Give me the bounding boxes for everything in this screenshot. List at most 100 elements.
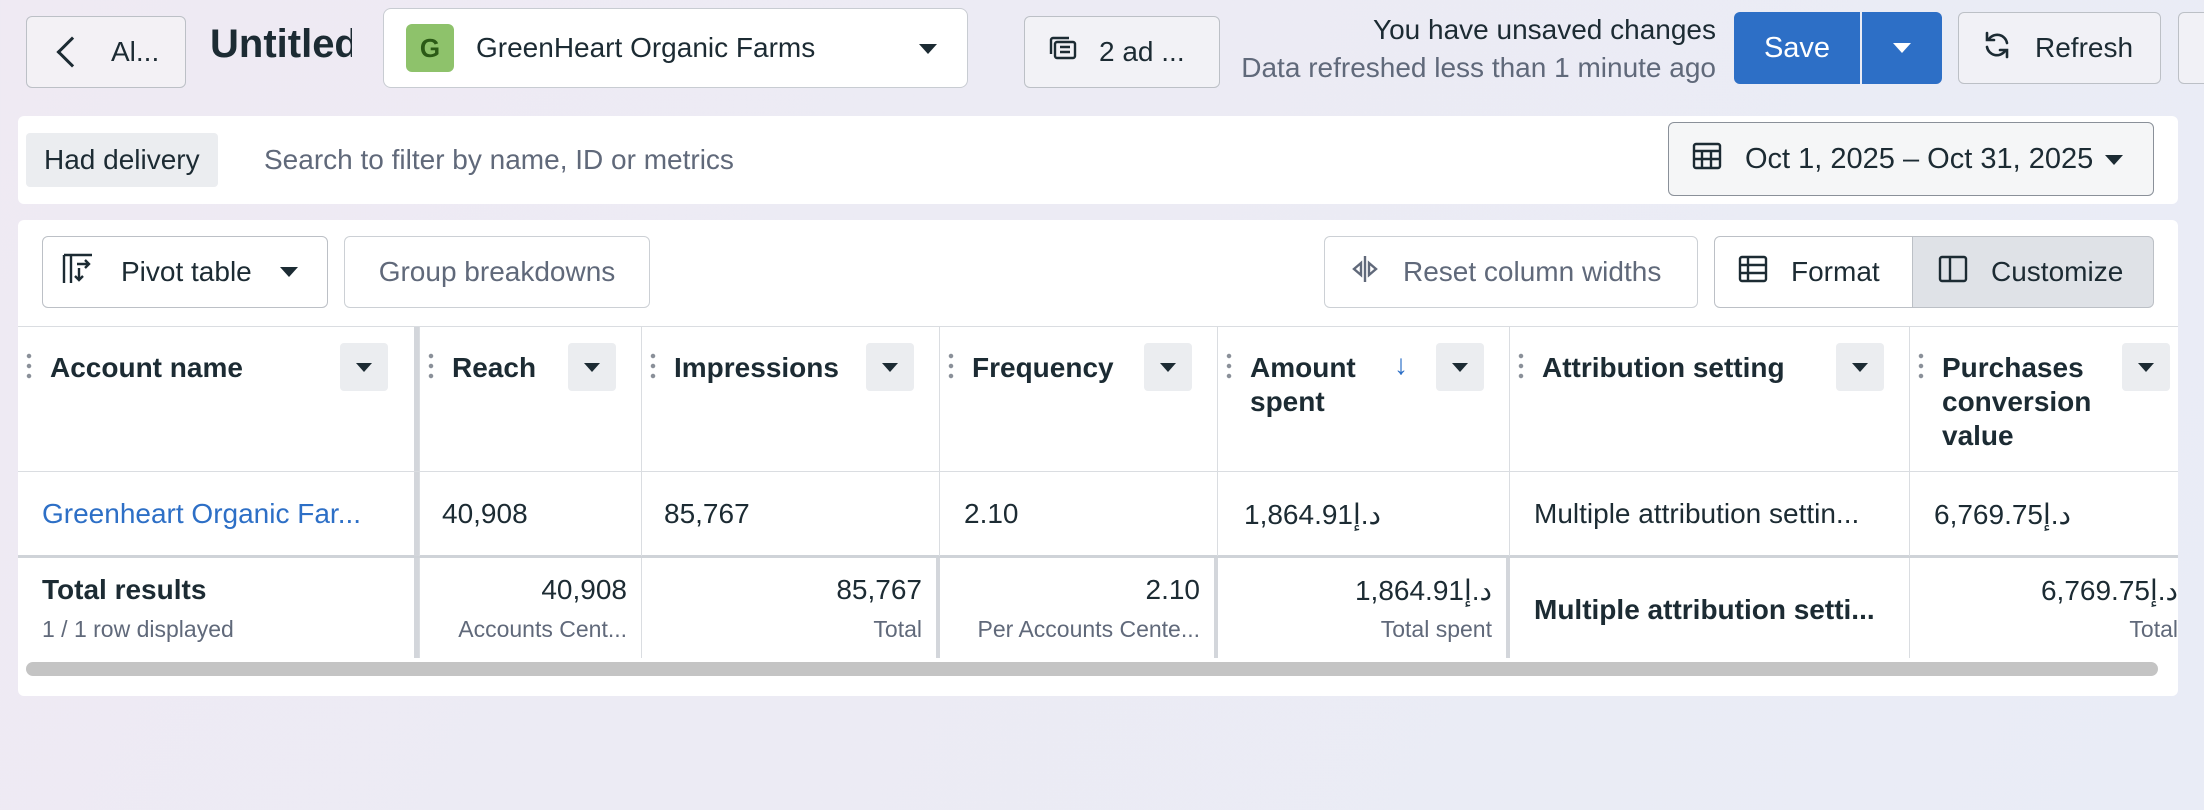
column-drag-handle[interactable]: [26, 351, 32, 381]
pivot-table-label: Pivot table: [121, 256, 252, 287]
column-header-label: Reach: [452, 352, 537, 383]
caret-down-icon: [919, 44, 937, 54]
table-header-row: Account name Reach Impressions Frequency: [18, 326, 2178, 472]
caret-down-icon: [2138, 362, 2154, 372]
reach-cell: 40,908: [420, 472, 642, 556]
date-range-label: Oct 1, 2025 – Oct 31, 2025: [1745, 142, 2094, 175]
column-header-label: Purchases conversion value: [1942, 352, 2092, 451]
caret-down-icon: [356, 362, 372, 372]
total-purchases-description: Total: [2129, 616, 2178, 642]
customize-button[interactable]: Customize: [1912, 236, 2154, 308]
column-menu-button[interactable]: [1436, 343, 1484, 391]
column-header-reach[interactable]: Reach: [420, 327, 642, 471]
column-header-purchases-conversion-value[interactable]: Purchases conversion value: [1910, 327, 2178, 471]
account-name-link[interactable]: Greenheart Organic Far...: [18, 472, 420, 556]
total-amount-spent-description: Total spent: [1380, 616, 1492, 642]
column-header-impressions[interactable]: Impressions: [642, 327, 940, 471]
save-status: You have unsaved changes Data refreshed …: [1241, 12, 1716, 86]
reset-column-widths-button[interactable]: Reset column widths: [1324, 236, 1698, 308]
caret-down-icon: [279, 267, 298, 277]
column-drag-handle[interactable]: [428, 351, 434, 381]
frequency-cell: 2.10: [940, 472, 1218, 556]
caret-down-icon: [2105, 155, 2123, 165]
column-menu-button[interactable]: [866, 343, 914, 391]
total-impressions-cell: 85,767 Total: [642, 558, 940, 658]
total-amount-spent-value: 1,864.91د.إ: [1354, 575, 1492, 606]
total-amount-spent-cell: 1,864.91د.إ Total spent: [1218, 558, 1510, 658]
frozen-column-divider[interactable]: [414, 472, 419, 556]
total-reach-cell: 40,908 Accounts Cent...: [420, 558, 642, 658]
amount-spent-cell: 1,864.91د.إ: [1218, 472, 1510, 556]
total-attribution-setting-cell: Multiple attribution setti...: [1510, 558, 1910, 658]
back-button-label: Al...: [111, 36, 160, 67]
sort-descending-icon[interactable]: ↓: [1394, 349, 1408, 380]
column-menu-button[interactable]: [2122, 343, 2170, 391]
total-impressions-description: Total: [873, 616, 922, 642]
total-purchases-conversion-value-cell: 6,769.75د.إ Total: [1910, 558, 2178, 658]
column-drag-handle[interactable]: [948, 351, 954, 381]
column-drag-handle[interactable]: [1918, 351, 1924, 381]
date-range-picker[interactable]: Oct 1, 2025 – Oct 31, 2025: [1668, 122, 2154, 196]
ads-selector-button[interactable]: 2 ad ...: [1024, 16, 1220, 88]
frozen-column-divider[interactable]: [414, 327, 419, 471]
total-attribution-setting-value: Multiple attribution setti...: [1534, 594, 1875, 625]
caret-down-icon: [584, 362, 600, 372]
save-options-dropdown[interactable]: [1862, 12, 1942, 84]
attribution-setting-cell[interactable]: Multiple attribution settin...: [1510, 472, 1910, 556]
column-resize-icon: [1349, 253, 1381, 292]
column-header-label: Frequency: [972, 352, 1114, 383]
column-header-attribution-setting[interactable]: Attribution setting: [1510, 327, 1910, 471]
frozen-column-divider[interactable]: [414, 558, 419, 658]
horizontal-scrollbar[interactable]: [26, 662, 2158, 676]
format-label: Format: [1791, 256, 1880, 287]
totals-label-cell: Total results 1 / 1 row displayed: [18, 558, 420, 658]
report-title[interactable]: Untitled: [210, 22, 352, 66]
totals-row: Total results 1 / 1 row displayed 40,908…: [18, 558, 2178, 658]
column-menu-button[interactable]: [1836, 343, 1884, 391]
column-header-account-name[interactable]: Account name: [18, 327, 420, 471]
caret-down-icon: [1893, 43, 1911, 53]
rows-displayed-text: 1 / 1 row displayed: [42, 616, 234, 642]
ads-stack-icon: [1047, 34, 1079, 71]
save-button[interactable]: Save: [1734, 12, 1860, 84]
column-menu-button[interactable]: [340, 343, 388, 391]
total-results-label: Total results: [42, 574, 207, 605]
total-purchases-conversion-value: 6,769.75د.إ: [2040, 575, 2178, 606]
format-icon: [1737, 253, 1769, 292]
unsaved-changes-text: You have unsaved changes: [1372, 14, 1716, 45]
refresh-icon: [1981, 29, 2013, 68]
group-breakdowns-button[interactable]: Group breakdowns: [344, 236, 650, 308]
column-drag-handle[interactable]: [1518, 351, 1524, 381]
purchases-conversion-value-cell: 6,769.75د.إ: [1934, 498, 2072, 530]
customize-label: Customize: [1991, 256, 2124, 287]
refresh-label: Refresh: [2035, 32, 2134, 63]
total-reach-description: Accounts Cent...: [458, 616, 627, 642]
reset-column-widths-label: Reset column widths: [1403, 256, 1662, 287]
column-menu-button[interactable]: [568, 343, 616, 391]
total-frequency-value: 2.10: [1145, 574, 1201, 605]
search-input[interactable]: [264, 136, 1364, 184]
customize-panel-icon: [1937, 253, 1969, 292]
had-delivery-filter-chip[interactable]: Had delivery: [26, 133, 218, 187]
column-header-label: Impressions: [674, 352, 839, 383]
column-header-amount-spent[interactable]: Amount spent ↓: [1218, 327, 1510, 471]
account-selector[interactable]: G GreenHeart Organic Farms: [383, 8, 968, 88]
table-row: Greenheart Organic Far... 40,908 85,767 …: [18, 472, 2178, 558]
format-button[interactable]: Format: [1714, 236, 1914, 308]
column-menu-button[interactable]: [1144, 343, 1192, 391]
account-avatar: G: [406, 24, 454, 72]
column-header-label: Attribution setting: [1542, 352, 1785, 383]
more-button[interactable]: [2178, 12, 2204, 84]
caret-down-icon: [882, 362, 898, 372]
column-header-frequency[interactable]: Frequency: [940, 327, 1218, 471]
report-panel: Pivot table Group breakdowns Reset colum…: [18, 220, 2178, 696]
column-drag-handle[interactable]: [1226, 351, 1232, 381]
chevron-left-icon: [56, 36, 88, 68]
column-header-label: Account name: [50, 352, 243, 383]
pivot-table-button[interactable]: Pivot table: [42, 236, 328, 308]
top-bar: Al... Untitled G GreenHeart Organic Farm…: [0, 0, 2204, 100]
column-header-label: Amount spent: [1250, 352, 1356, 417]
column-drag-handle[interactable]: [650, 351, 656, 381]
refresh-button[interactable]: Refresh: [1958, 12, 2161, 84]
back-button[interactable]: Al...: [26, 16, 186, 88]
